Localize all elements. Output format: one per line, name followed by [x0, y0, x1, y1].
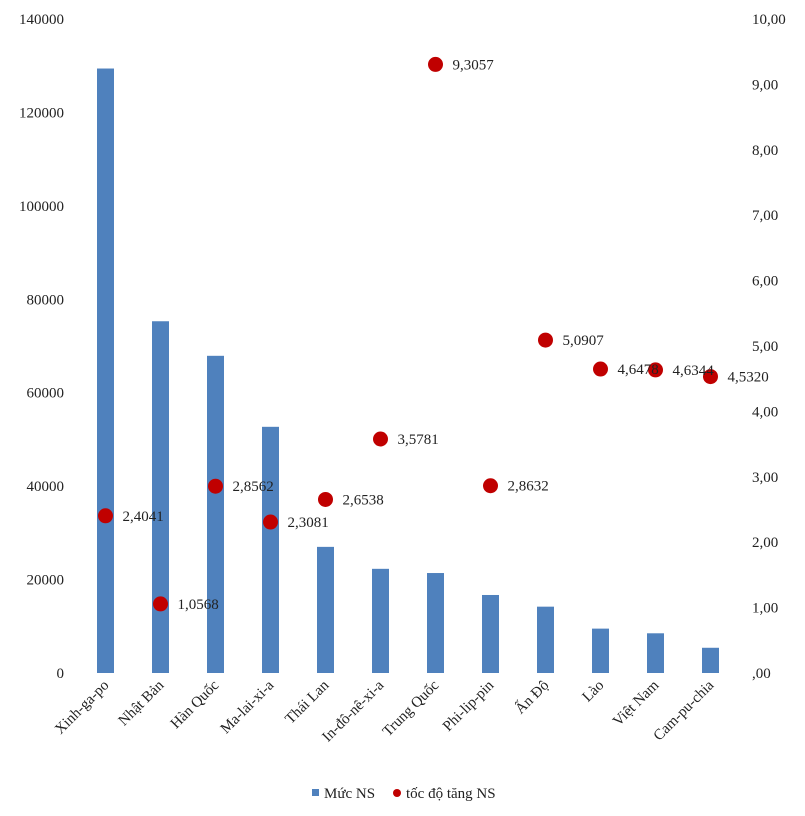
- scatter-point: [318, 491, 333, 507]
- legend-label-bar: Mức NS: [324, 786, 375, 802]
- scatter-point: [648, 362, 663, 378]
- left-tick-label: 0: [57, 666, 65, 682]
- left-tick-label: 60000: [27, 386, 65, 402]
- bar: [152, 321, 169, 673]
- data-label: 4,5320: [728, 370, 769, 386]
- category-label: Hàn Quốc: [168, 677, 223, 732]
- data-label: 2,6538: [343, 492, 384, 508]
- bar: [372, 568, 389, 673]
- category-label: Xinh-ga-po: [52, 678, 112, 738]
- category-label: Lào: [580, 678, 608, 706]
- scatter-point: [538, 332, 553, 348]
- bar: [702, 647, 719, 673]
- category-label: Ấn Độ: [512, 677, 553, 718]
- legend-label-dot: tốc độ tăng NS: [406, 786, 496, 802]
- right-tick-label: 10,00: [752, 12, 786, 28]
- bar: [592, 628, 609, 673]
- data-label: 2,8632: [508, 479, 549, 495]
- data-label: 5,0907: [563, 333, 605, 349]
- legend-swatch-bar: [312, 789, 319, 796]
- left-tick-label: 80000: [27, 292, 65, 308]
- scatter-point: [98, 508, 113, 524]
- data-label: 3,5781: [398, 432, 439, 448]
- category-label: Phi-lip-pin: [440, 677, 498, 735]
- scatter-point: [153, 596, 168, 612]
- data-label: 4,6344: [673, 363, 715, 379]
- right-tick-label: 9,00: [752, 77, 778, 93]
- category-label: Ma-lai-xi-a: [218, 677, 278, 737]
- right-tick-label: ,00: [752, 666, 771, 682]
- right-tick-label: 1,00: [752, 601, 778, 617]
- bar: [537, 606, 554, 673]
- category-label: Trung Quốc: [380, 677, 443, 740]
- right-tick-label: 2,00: [752, 535, 778, 551]
- scatter-labels: 2,4041 1,0568 2,8562 2,3081 2,6538 3,5781 9,30…: [123, 57, 769, 612]
- left-tick-label: 100000: [19, 199, 64, 215]
- data-label: 1,0568: [178, 597, 219, 613]
- left-tick-label: 40000: [27, 479, 65, 495]
- data-label: 9,3057: [453, 57, 495, 73]
- scatter-point: [373, 431, 388, 447]
- right-axis-ticks: ,00 1,00 2,00 3,00 4,00 5,00 6,00 7,00 8,00 9,00 1…: [752, 12, 786, 682]
- right-tick-label: 4,00: [752, 404, 778, 420]
- legend: Mức NS tốc độ tăng NS: [312, 786, 496, 802]
- bar: [427, 573, 444, 673]
- right-tick-label: 8,00: [752, 143, 778, 159]
- data-label: 4,6478: [618, 362, 659, 378]
- bar: [317, 546, 334, 673]
- scatter-point: [593, 361, 608, 377]
- bar: [482, 594, 499, 673]
- left-tick-label: 20000: [27, 573, 65, 589]
- right-tick-label: 6,00: [752, 274, 778, 290]
- data-label: 2,8562: [233, 479, 274, 495]
- scatter-point: [483, 478, 498, 494]
- scatter-point: [428, 56, 443, 72]
- category-label: Nhật Bản: [116, 677, 168, 729]
- data-label: 2,4041: [123, 509, 164, 525]
- left-axis-ticks: 0 20000 40000 60000 80000 100000 120000 140000: [19, 12, 64, 682]
- category-label: Việt Nam: [610, 677, 662, 729]
- data-label: 2,3081: [288, 515, 329, 531]
- bar: [647, 633, 664, 673]
- bar: [97, 68, 114, 673]
- legend-swatch-dot: [393, 789, 401, 797]
- bar: [207, 355, 224, 673]
- right-tick-label: 7,00: [752, 208, 778, 224]
- category-label: Thái Lan: [282, 677, 332, 727]
- scatter-point: [208, 478, 223, 494]
- scatter-point: [703, 369, 718, 385]
- right-tick-label: 3,00: [752, 470, 778, 486]
- bar: [262, 426, 279, 673]
- scatter-point: [263, 514, 278, 530]
- scatter-series: [98, 56, 718, 612]
- right-tick-label: 5,00: [752, 339, 778, 355]
- left-tick-label: 140000: [19, 12, 64, 28]
- left-tick-label: 120000: [19, 105, 64, 121]
